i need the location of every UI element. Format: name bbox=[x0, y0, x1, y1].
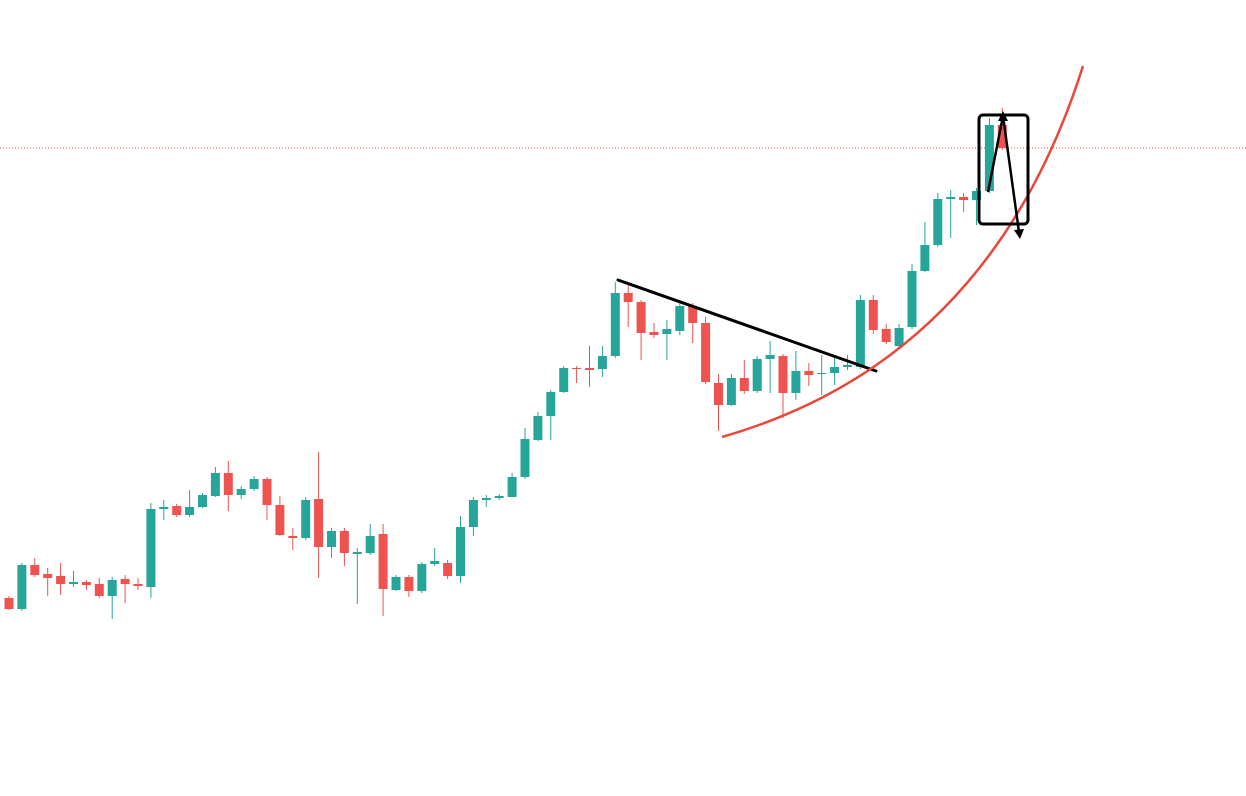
candle-body bbox=[443, 563, 453, 576]
candle-body bbox=[365, 536, 375, 553]
candle-body bbox=[17, 565, 27, 609]
candle-body bbox=[817, 373, 827, 374]
candle-body bbox=[56, 576, 66, 584]
candle-body bbox=[69, 582, 78, 584]
candle-body bbox=[481, 498, 491, 500]
candle-body bbox=[649, 332, 659, 335]
candle-body bbox=[984, 125, 994, 191]
candle-body bbox=[907, 271, 917, 327]
candle-body bbox=[636, 302, 646, 333]
candle-body bbox=[94, 584, 104, 596]
candle-body bbox=[81, 582, 91, 585]
candle-body bbox=[391, 577, 401, 590]
candle-body bbox=[185, 507, 195, 515]
candle-body bbox=[597, 356, 607, 369]
candle-body bbox=[456, 527, 465, 576]
candle-body bbox=[662, 329, 672, 334]
candle-body bbox=[288, 536, 298, 538]
candle-body bbox=[572, 368, 582, 369]
candle-body bbox=[894, 328, 904, 346]
candle-body bbox=[249, 479, 259, 489]
candle-body bbox=[791, 371, 801, 393]
candle-body bbox=[30, 565, 40, 575]
candle-body bbox=[855, 300, 865, 367]
candle-body bbox=[43, 574, 53, 578]
candle-body bbox=[468, 500, 478, 527]
candle-body bbox=[378, 534, 388, 589]
candle-body bbox=[339, 531, 349, 553]
candle-body bbox=[520, 439, 530, 477]
candle-body bbox=[159, 507, 169, 509]
candle-body bbox=[881, 329, 891, 342]
candle-body bbox=[430, 561, 440, 564]
candle-body bbox=[701, 323, 711, 382]
candle-body bbox=[172, 506, 182, 515]
candle-body bbox=[198, 495, 207, 507]
candle-body bbox=[146, 509, 156, 587]
candle-body bbox=[959, 197, 969, 200]
candle-body bbox=[688, 306, 698, 323]
candle-body bbox=[752, 359, 762, 391]
candle-body bbox=[107, 580, 117, 596]
candle-body bbox=[210, 473, 220, 496]
drawings bbox=[616, 65, 1085, 439]
candle-body bbox=[404, 577, 414, 591]
candle-body bbox=[494, 496, 504, 498]
candle-body bbox=[507, 477, 517, 497]
trend-line bbox=[616, 278, 878, 373]
candle-body bbox=[120, 579, 130, 584]
candle-body bbox=[726, 378, 736, 405]
candle-body bbox=[314, 499, 324, 547]
candle-body bbox=[843, 365, 852, 367]
candle-body bbox=[972, 191, 981, 200]
arrow-head bbox=[1014, 229, 1024, 239]
candle-body bbox=[765, 355, 775, 359]
candle-body bbox=[559, 368, 569, 392]
candle-body bbox=[301, 500, 311, 538]
candle-body bbox=[610, 293, 620, 356]
candle-body bbox=[275, 505, 285, 535]
candle-body bbox=[352, 552, 362, 554]
curve-line bbox=[721, 65, 1085, 439]
candle-body bbox=[585, 368, 594, 370]
candle-body bbox=[830, 367, 840, 373]
candle-body bbox=[533, 416, 543, 440]
candle-body bbox=[623, 293, 633, 302]
candle-body bbox=[236, 489, 246, 495]
candle-body bbox=[223, 473, 233, 495]
candles bbox=[4, 108, 1007, 619]
candle-body bbox=[417, 564, 427, 591]
candle-body bbox=[933, 199, 943, 245]
candle-body bbox=[868, 300, 878, 330]
candle-body bbox=[739, 378, 749, 391]
candle-body bbox=[675, 306, 685, 331]
candle-body bbox=[327, 531, 336, 547]
candle-body bbox=[546, 392, 556, 416]
candle-body bbox=[714, 383, 723, 405]
candle-body bbox=[4, 598, 14, 609]
candle-body bbox=[778, 356, 788, 393]
candle-body bbox=[997, 125, 1007, 148]
arrow-head bbox=[998, 111, 1008, 121]
candle-body bbox=[804, 371, 814, 375]
candle-body bbox=[133, 584, 143, 586]
candle-body bbox=[262, 479, 272, 505]
candle-body bbox=[920, 245, 930, 271]
candle-body bbox=[946, 197, 956, 199]
